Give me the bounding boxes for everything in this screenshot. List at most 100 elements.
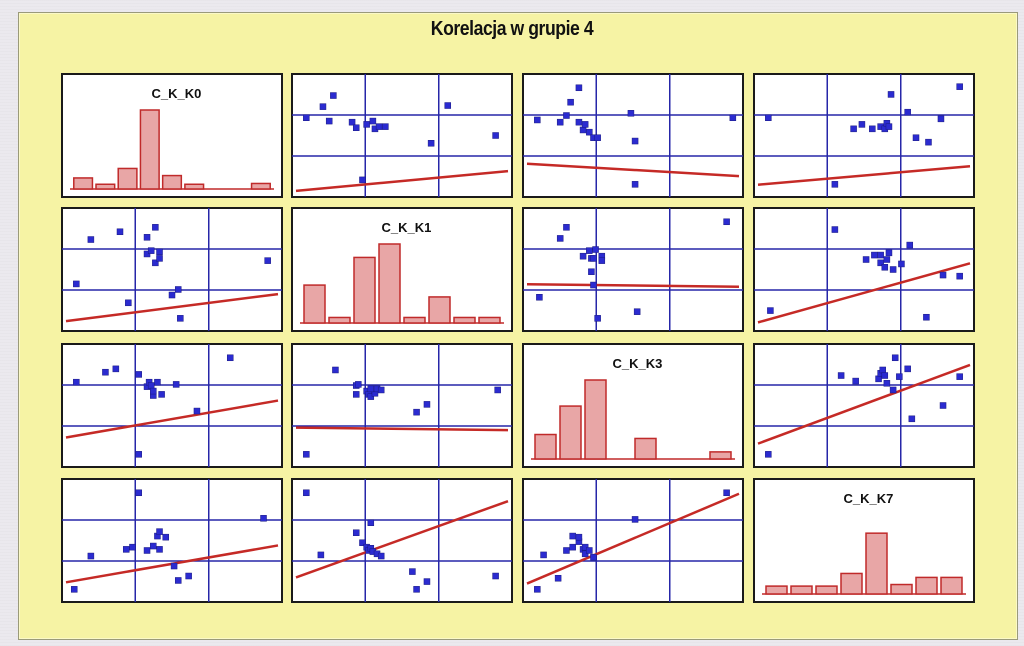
- scatter-point: [904, 108, 911, 116]
- scatter-point: [319, 103, 327, 110]
- scatter-point: [177, 315, 184, 322]
- scatter-point: [154, 378, 161, 386]
- scatter-point: [956, 272, 963, 280]
- scatter-point: [540, 551, 547, 559]
- scatter-point: [303, 114, 310, 121]
- scatter-point: [575, 533, 583, 541]
- scatter-point: [359, 539, 366, 546]
- scatter-point: [193, 407, 201, 415]
- scatter-point: [908, 415, 916, 423]
- scatter-point: [581, 121, 589, 128]
- scatter-point: [912, 134, 920, 141]
- regression-line: [757, 165, 971, 186]
- scatter-point: [598, 257, 606, 264]
- scatter-point: [631, 137, 639, 145]
- scatter-point: [226, 354, 234, 362]
- scatter-cell-2-0: [61, 343, 283, 468]
- scatter-cell-2-1: [291, 343, 513, 468]
- scatter-point: [877, 259, 884, 267]
- scatter-point: [590, 553, 597, 561]
- scatter-point: [413, 586, 420, 593]
- scatter-point: [534, 116, 541, 124]
- scatter-point: [303, 451, 310, 458]
- scatter-point: [581, 550, 589, 558]
- scatter-point: [956, 83, 963, 90]
- regression-line: [295, 169, 509, 193]
- scatter-cell-2-3: [753, 343, 975, 468]
- scatter-point: [162, 533, 170, 541]
- scatter-point: [348, 118, 356, 126]
- histogram-bar: [584, 379, 607, 460]
- histogram-bar: [790, 585, 813, 595]
- regression-line: [757, 262, 971, 324]
- regression-line: [526, 283, 740, 288]
- scatter-point: [881, 264, 889, 271]
- histogram-bar: [378, 243, 401, 324]
- scatter-point: [581, 543, 589, 551]
- cell-frame: [522, 478, 744, 603]
- scatter-point: [143, 547, 151, 554]
- scatter-point: [729, 114, 737, 121]
- histogram-cell-2: C_K_K3: [522, 343, 744, 468]
- scatter-cell-0-1: [291, 73, 513, 198]
- histogram-bar: [250, 182, 271, 190]
- scatter-point: [355, 381, 362, 388]
- scatter-point: [87, 236, 95, 243]
- scatter-point: [174, 286, 182, 293]
- cell-frame: [291, 207, 513, 332]
- histogram-cell-1: C_K_K1: [291, 207, 513, 332]
- regression-line: [65, 399, 279, 439]
- scatter-point: [413, 408, 420, 416]
- scatter-point: [444, 102, 452, 109]
- scatter-point: [87, 552, 95, 560]
- scatter-point: [427, 140, 435, 147]
- scatter-point: [579, 252, 587, 260]
- scatter-point: [367, 393, 375, 400]
- histogram-bar: [815, 585, 838, 595]
- histogram-bar: [328, 316, 351, 324]
- scatter-point: [889, 266, 897, 273]
- scatter-point: [579, 126, 587, 134]
- scatter-cell-1-2: [522, 207, 744, 332]
- scatter-point: [563, 112, 570, 119]
- scatter-point: [112, 365, 120, 373]
- scatter-point: [143, 250, 151, 258]
- histogram-bar: [559, 405, 582, 460]
- histogram-bar: [915, 576, 938, 595]
- scatter-point: [330, 92, 337, 99]
- scatter-point: [73, 280, 80, 288]
- scatter-point: [423, 401, 431, 408]
- histogram-bar: [534, 433, 557, 460]
- scatter-point: [563, 224, 570, 231]
- scatter-point: [70, 586, 78, 593]
- histogram-bar: [184, 183, 205, 190]
- regression-line: [65, 292, 279, 323]
- scatter-point: [174, 577, 182, 584]
- histogram-bar: [353, 256, 376, 324]
- histogram-bar: [865, 532, 888, 595]
- scatter-point: [135, 451, 142, 458]
- scatter-point: [152, 259, 159, 267]
- scatter-point: [377, 386, 385, 394]
- scatter-point: [359, 176, 366, 184]
- histogram-cell-3: C_K_K7: [753, 478, 975, 603]
- scatter-point: [382, 123, 389, 130]
- scatter-point: [852, 377, 859, 385]
- scatter-point: [723, 218, 730, 226]
- scatter-point: [858, 121, 866, 128]
- scatter-cell-3-0: [61, 478, 283, 603]
- histogram-bar: [634, 437, 657, 460]
- scatter-point: [264, 257, 271, 264]
- scatter-point: [375, 123, 383, 130]
- scatter-point: [590, 281, 597, 289]
- scatter-point: [135, 489, 142, 497]
- cell-frame: [753, 207, 975, 332]
- cell-frame: [291, 343, 513, 468]
- cell-frame: [61, 207, 283, 332]
- scatter-point: [627, 110, 635, 117]
- histogram-bar: [890, 583, 913, 595]
- scatter-point: [887, 91, 895, 98]
- histogram-bar: [428, 296, 451, 324]
- scatter-point: [871, 251, 878, 259]
